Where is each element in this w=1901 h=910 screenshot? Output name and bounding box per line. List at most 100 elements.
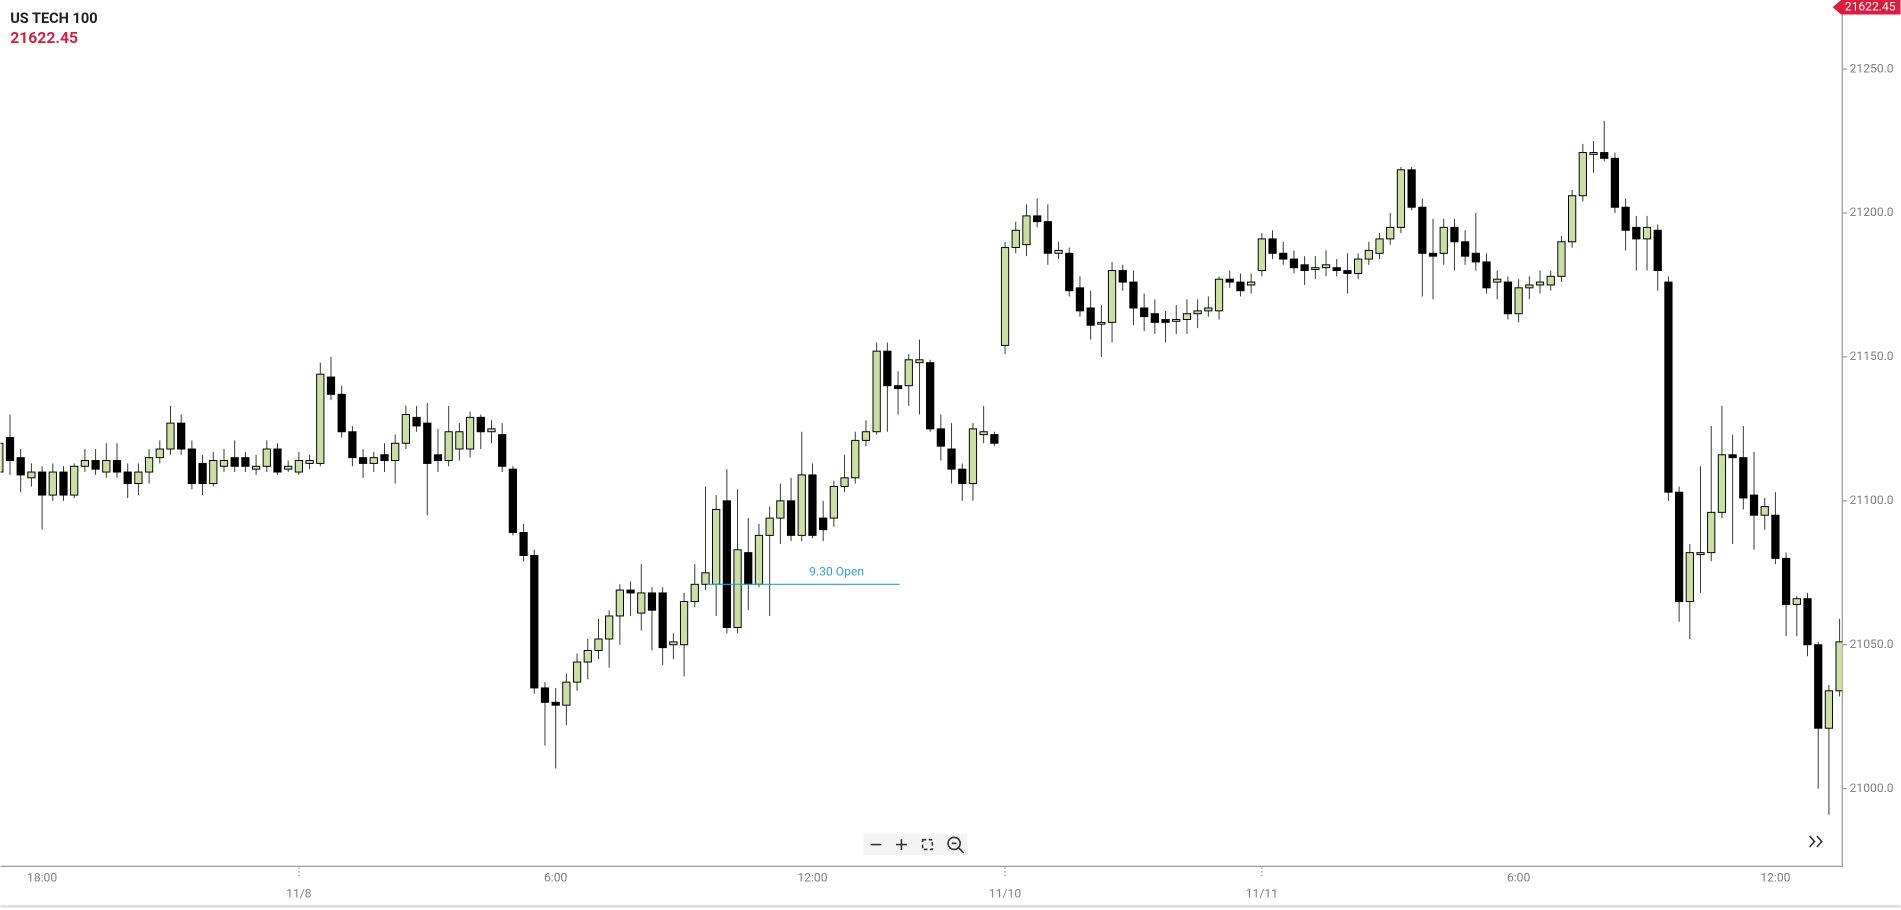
candle-body: [1204, 307, 1213, 312]
candle-body: [1407, 169, 1416, 208]
candle-body: [1696, 552, 1705, 555]
candle-body: [391, 442, 400, 462]
candle-body: [840, 477, 849, 487]
candle-body: [1118, 270, 1127, 283]
candle-body: [605, 615, 614, 640]
candle-body: [1011, 229, 1020, 249]
candle-body: [1525, 284, 1534, 289]
candle-body: [572, 661, 582, 683]
candle-body: [508, 468, 517, 533]
candle-body: [1450, 226, 1459, 243]
candle-body: [123, 471, 132, 485]
candle-body: [91, 460, 100, 470]
candle-body: [1214, 278, 1224, 312]
candle-body: [348, 431, 357, 459]
candle-body: [294, 460, 304, 473]
fit-button[interactable]: [921, 838, 934, 851]
candle-body: [1482, 261, 1491, 289]
date-label: 11/10: [989, 886, 1021, 900]
candle-body: [765, 517, 774, 536]
candle-body: [1257, 238, 1266, 272]
candle-body: [0, 442, 4, 473]
instrument-title: US TECH 100: [10, 10, 97, 27]
candle-body: [936, 428, 945, 447]
candle-body: [251, 465, 261, 470]
candle-body: [476, 416, 485, 433]
plot-area: 9.30 Open: [0, 120, 1843, 815]
candle-body: [455, 431, 464, 450]
candle-body: [487, 428, 496, 433]
candle-body: [615, 589, 624, 617]
candle-body: [102, 460, 111, 473]
candle-body: [1375, 238, 1384, 254]
candle-body: [1086, 307, 1095, 326]
candle-body: [690, 583, 699, 603]
candle-body: [187, 448, 197, 485]
candle-body: [904, 359, 913, 387]
candle-body: [926, 362, 935, 430]
zoom-in-button[interactable]: [895, 839, 907, 851]
candle-body: [1814, 644, 1823, 729]
candle-body: [519, 532, 528, 557]
candle-body: [27, 471, 36, 479]
candle-body: [1514, 287, 1523, 315]
candle-body: [1332, 267, 1341, 272]
candle-body: [1781, 557, 1791, 605]
price-tag: [1832, 0, 1901, 15]
candle-body: [637, 592, 646, 614]
candle-body: [1129, 281, 1138, 309]
candle-body: [1043, 221, 1052, 254]
x-tick-label: 12:00: [797, 871, 827, 885]
candle-body: [1161, 319, 1170, 323]
candle-body: [701, 572, 710, 585]
candle-body: [1642, 226, 1652, 240]
candle-body: [1600, 152, 1609, 159]
candle-body: [1653, 229, 1662, 272]
candle-body: [1065, 252, 1074, 292]
candle-body: [1150, 313, 1159, 323]
candle-body: [358, 457, 368, 464]
candle-body: [551, 701, 560, 706]
candle-body: [1578, 152, 1587, 197]
candle-body: [1311, 267, 1320, 270]
candle-body: [733, 549, 742, 628]
candle-body: [155, 448, 164, 459]
candle-body: [1418, 206, 1427, 254]
candle-body: [1172, 319, 1181, 322]
candle-body: [594, 638, 603, 651]
candle-body: [829, 485, 838, 519]
candle-body: [797, 474, 806, 536]
candle-body: [305, 460, 314, 464]
reset-zoom-button[interactable]: [947, 836, 965, 854]
candle-body: [337, 393, 346, 433]
y-tick-label: 21250.0: [1850, 61, 1894, 75]
candle-body: [1707, 511, 1716, 554]
candle-body: [679, 601, 689, 646]
candle-body: [819, 517, 828, 531]
candle-body: [979, 431, 988, 436]
candle-body: [861, 431, 871, 441]
candle-body: [808, 474, 817, 536]
candle-body: [1022, 215, 1031, 246]
candle-body: [59, 471, 68, 496]
last-price: 21622.45: [10, 28, 78, 47]
candle-body: [1728, 454, 1737, 459]
y-tick-label: 21050.0: [1850, 637, 1894, 651]
candle-body: [744, 552, 753, 585]
candle-body: [241, 457, 250, 467]
candle-body: [230, 457, 239, 467]
candle-body: [1054, 249, 1063, 254]
candle-body: [1749, 494, 1759, 516]
candle-body: [669, 641, 678, 646]
candle-body: [754, 534, 764, 585]
candle-body: [1268, 238, 1277, 254]
candle-body: [465, 416, 475, 450]
candle-body: [1760, 506, 1769, 516]
candle-body: [851, 439, 860, 479]
date-label: 11/8: [286, 886, 312, 900]
candle-body: [209, 460, 218, 485]
scroll-right-button[interactable]: [1809, 835, 1823, 848]
candle-body: [1439, 226, 1448, 254]
x-tick-label: 6:00: [544, 871, 568, 885]
